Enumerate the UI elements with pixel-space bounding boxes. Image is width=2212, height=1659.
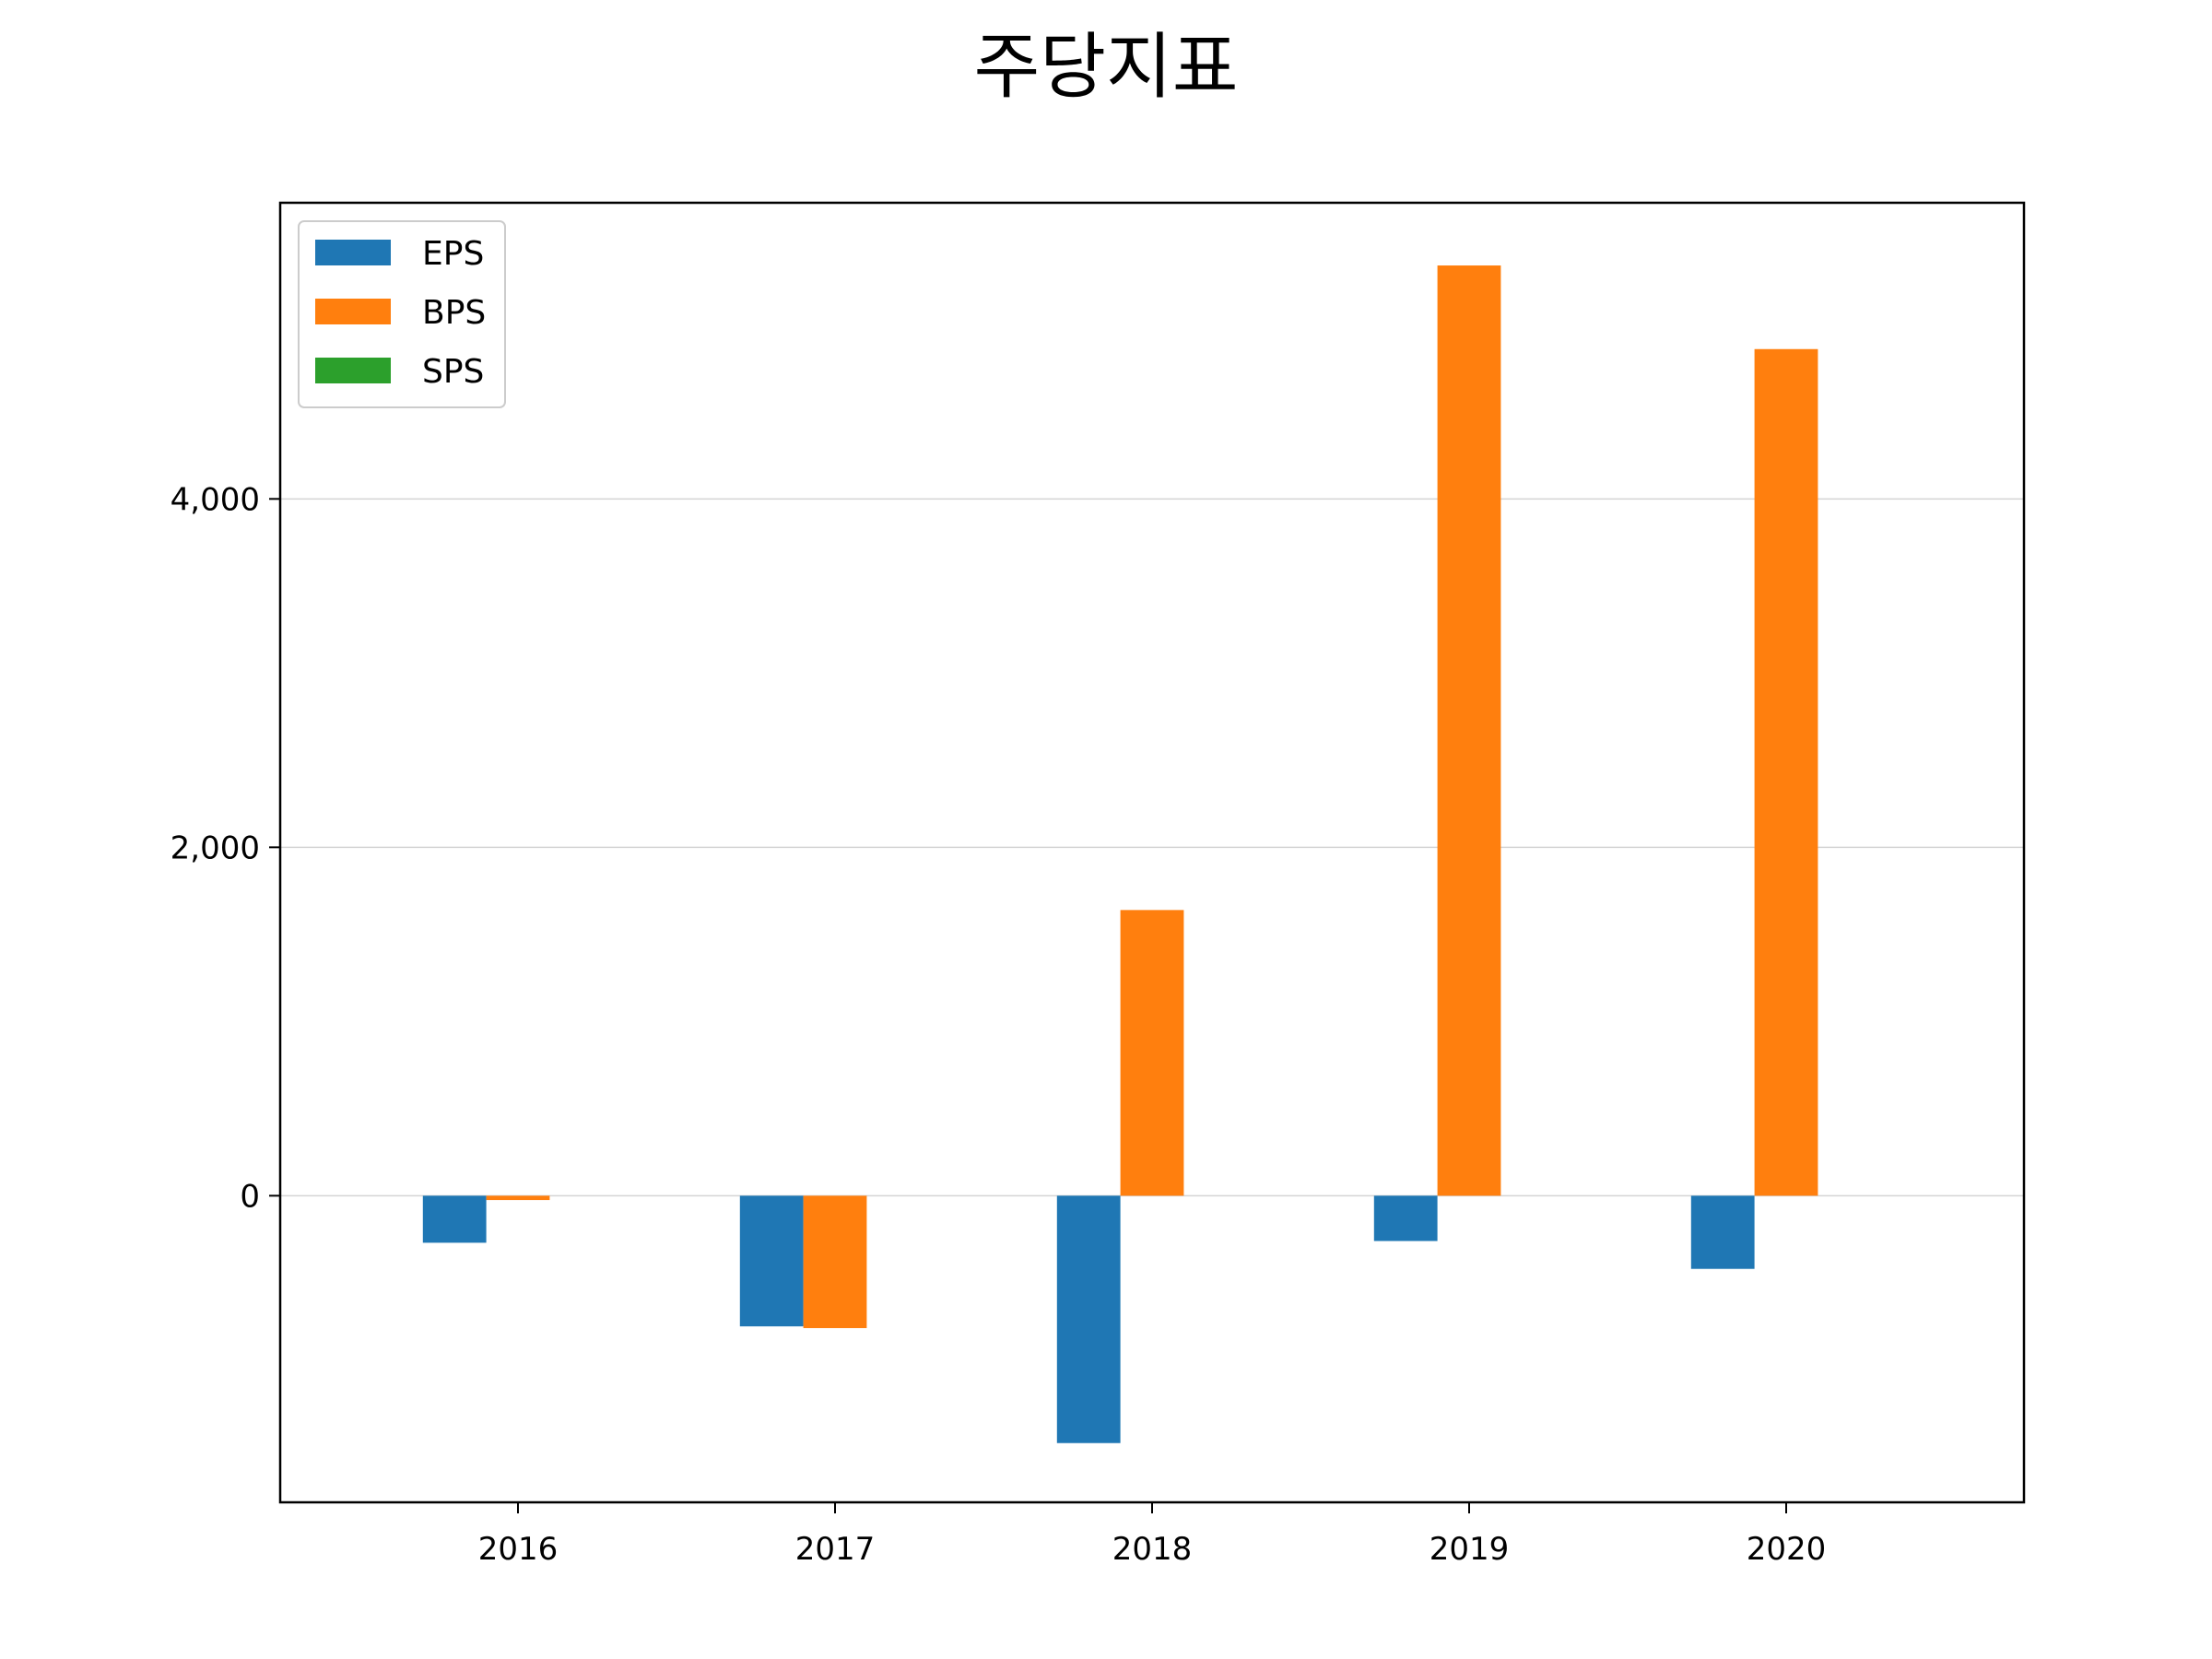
x-tick-label: 2016 [478, 1531, 559, 1568]
bar-bps-2017 [803, 1195, 867, 1328]
legend-label-bps: BPS [422, 294, 486, 332]
bar-eps-2016 [422, 1195, 487, 1243]
x-tick-label: 2018 [1112, 1531, 1193, 1568]
bar-bps-2020 [1754, 348, 1818, 1196]
plot-frame [278, 201, 2026, 1504]
legend-swatch-bps [315, 299, 391, 324]
bar-bps-2016 [486, 1195, 550, 1201]
bar-eps-2019 [1373, 1195, 1438, 1241]
bar-bps-2019 [1437, 265, 1501, 1196]
legend-label-sps: SPS [422, 353, 484, 391]
legend: EPS BPS SPS [298, 220, 506, 408]
chart-title: 주당지표 [973, 26, 1239, 109]
x-tick-label: 2020 [1747, 1531, 1827, 1568]
legend-swatch-sps [315, 358, 391, 383]
x-axis: 2016 2017 2018 2019 2020 [478, 1502, 1827, 1568]
x-tick-label: 2019 [1430, 1531, 1510, 1568]
bar-eps-2020 [1690, 1195, 1755, 1269]
y-tick-label: 4,000 [171, 481, 260, 518]
y-axis: 0 2,000 4,000 [171, 481, 280, 1215]
bar-bps-2018 [1120, 910, 1184, 1196]
bar-eps-2017 [739, 1195, 804, 1327]
legend-swatch-eps [315, 240, 391, 265]
y-tick-label: 0 [240, 1178, 260, 1215]
y-tick-label: 2,000 [171, 830, 260, 866]
bar-eps-2018 [1056, 1195, 1121, 1443]
bars [422, 265, 1818, 1443]
x-tick-label: 2017 [795, 1531, 876, 1568]
legend-label-eps: EPS [422, 235, 484, 273]
